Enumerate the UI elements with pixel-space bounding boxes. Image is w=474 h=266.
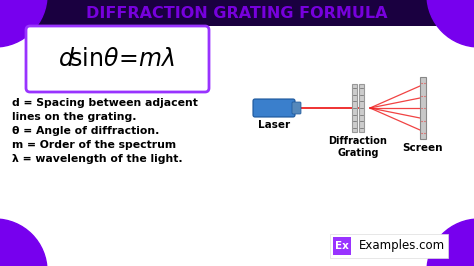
Text: Ex: Ex (335, 241, 349, 251)
Bar (330, 234, 448, 258)
Text: Laser: Laser (258, 120, 290, 130)
Circle shape (0, 0, 47, 47)
Text: $d\!\sin\!\theta\!=\!m\lambda$: $d\!\sin\!\theta\!=\!m\lambda$ (58, 48, 176, 70)
FancyBboxPatch shape (253, 99, 295, 117)
Text: λ = wavelength of the light.: λ = wavelength of the light. (12, 154, 182, 164)
Bar (352, 84, 357, 132)
Text: Examples.com: Examples.com (359, 239, 445, 252)
Circle shape (427, 0, 474, 47)
Text: θ = Angle of diffraction.: θ = Angle of diffraction. (12, 126, 159, 136)
FancyBboxPatch shape (292, 102, 301, 114)
Bar (359, 84, 364, 132)
Bar (0, 0, 474, 26)
Text: Diffraction
Grating: Diffraction Grating (328, 136, 387, 157)
Text: DIFFRACTION GRATING FORMULA: DIFFRACTION GRATING FORMULA (86, 6, 388, 20)
Circle shape (427, 219, 474, 266)
Text: lines on the grating.: lines on the grating. (12, 112, 137, 122)
Text: d = Spacing between adjacent: d = Spacing between adjacent (12, 98, 198, 108)
Text: Screen: Screen (403, 143, 443, 153)
Circle shape (0, 219, 47, 266)
FancyBboxPatch shape (26, 26, 209, 92)
Bar (420, 77, 426, 139)
Text: m = Order of the spectrum: m = Order of the spectrum (12, 140, 176, 150)
Bar (333, 237, 351, 255)
